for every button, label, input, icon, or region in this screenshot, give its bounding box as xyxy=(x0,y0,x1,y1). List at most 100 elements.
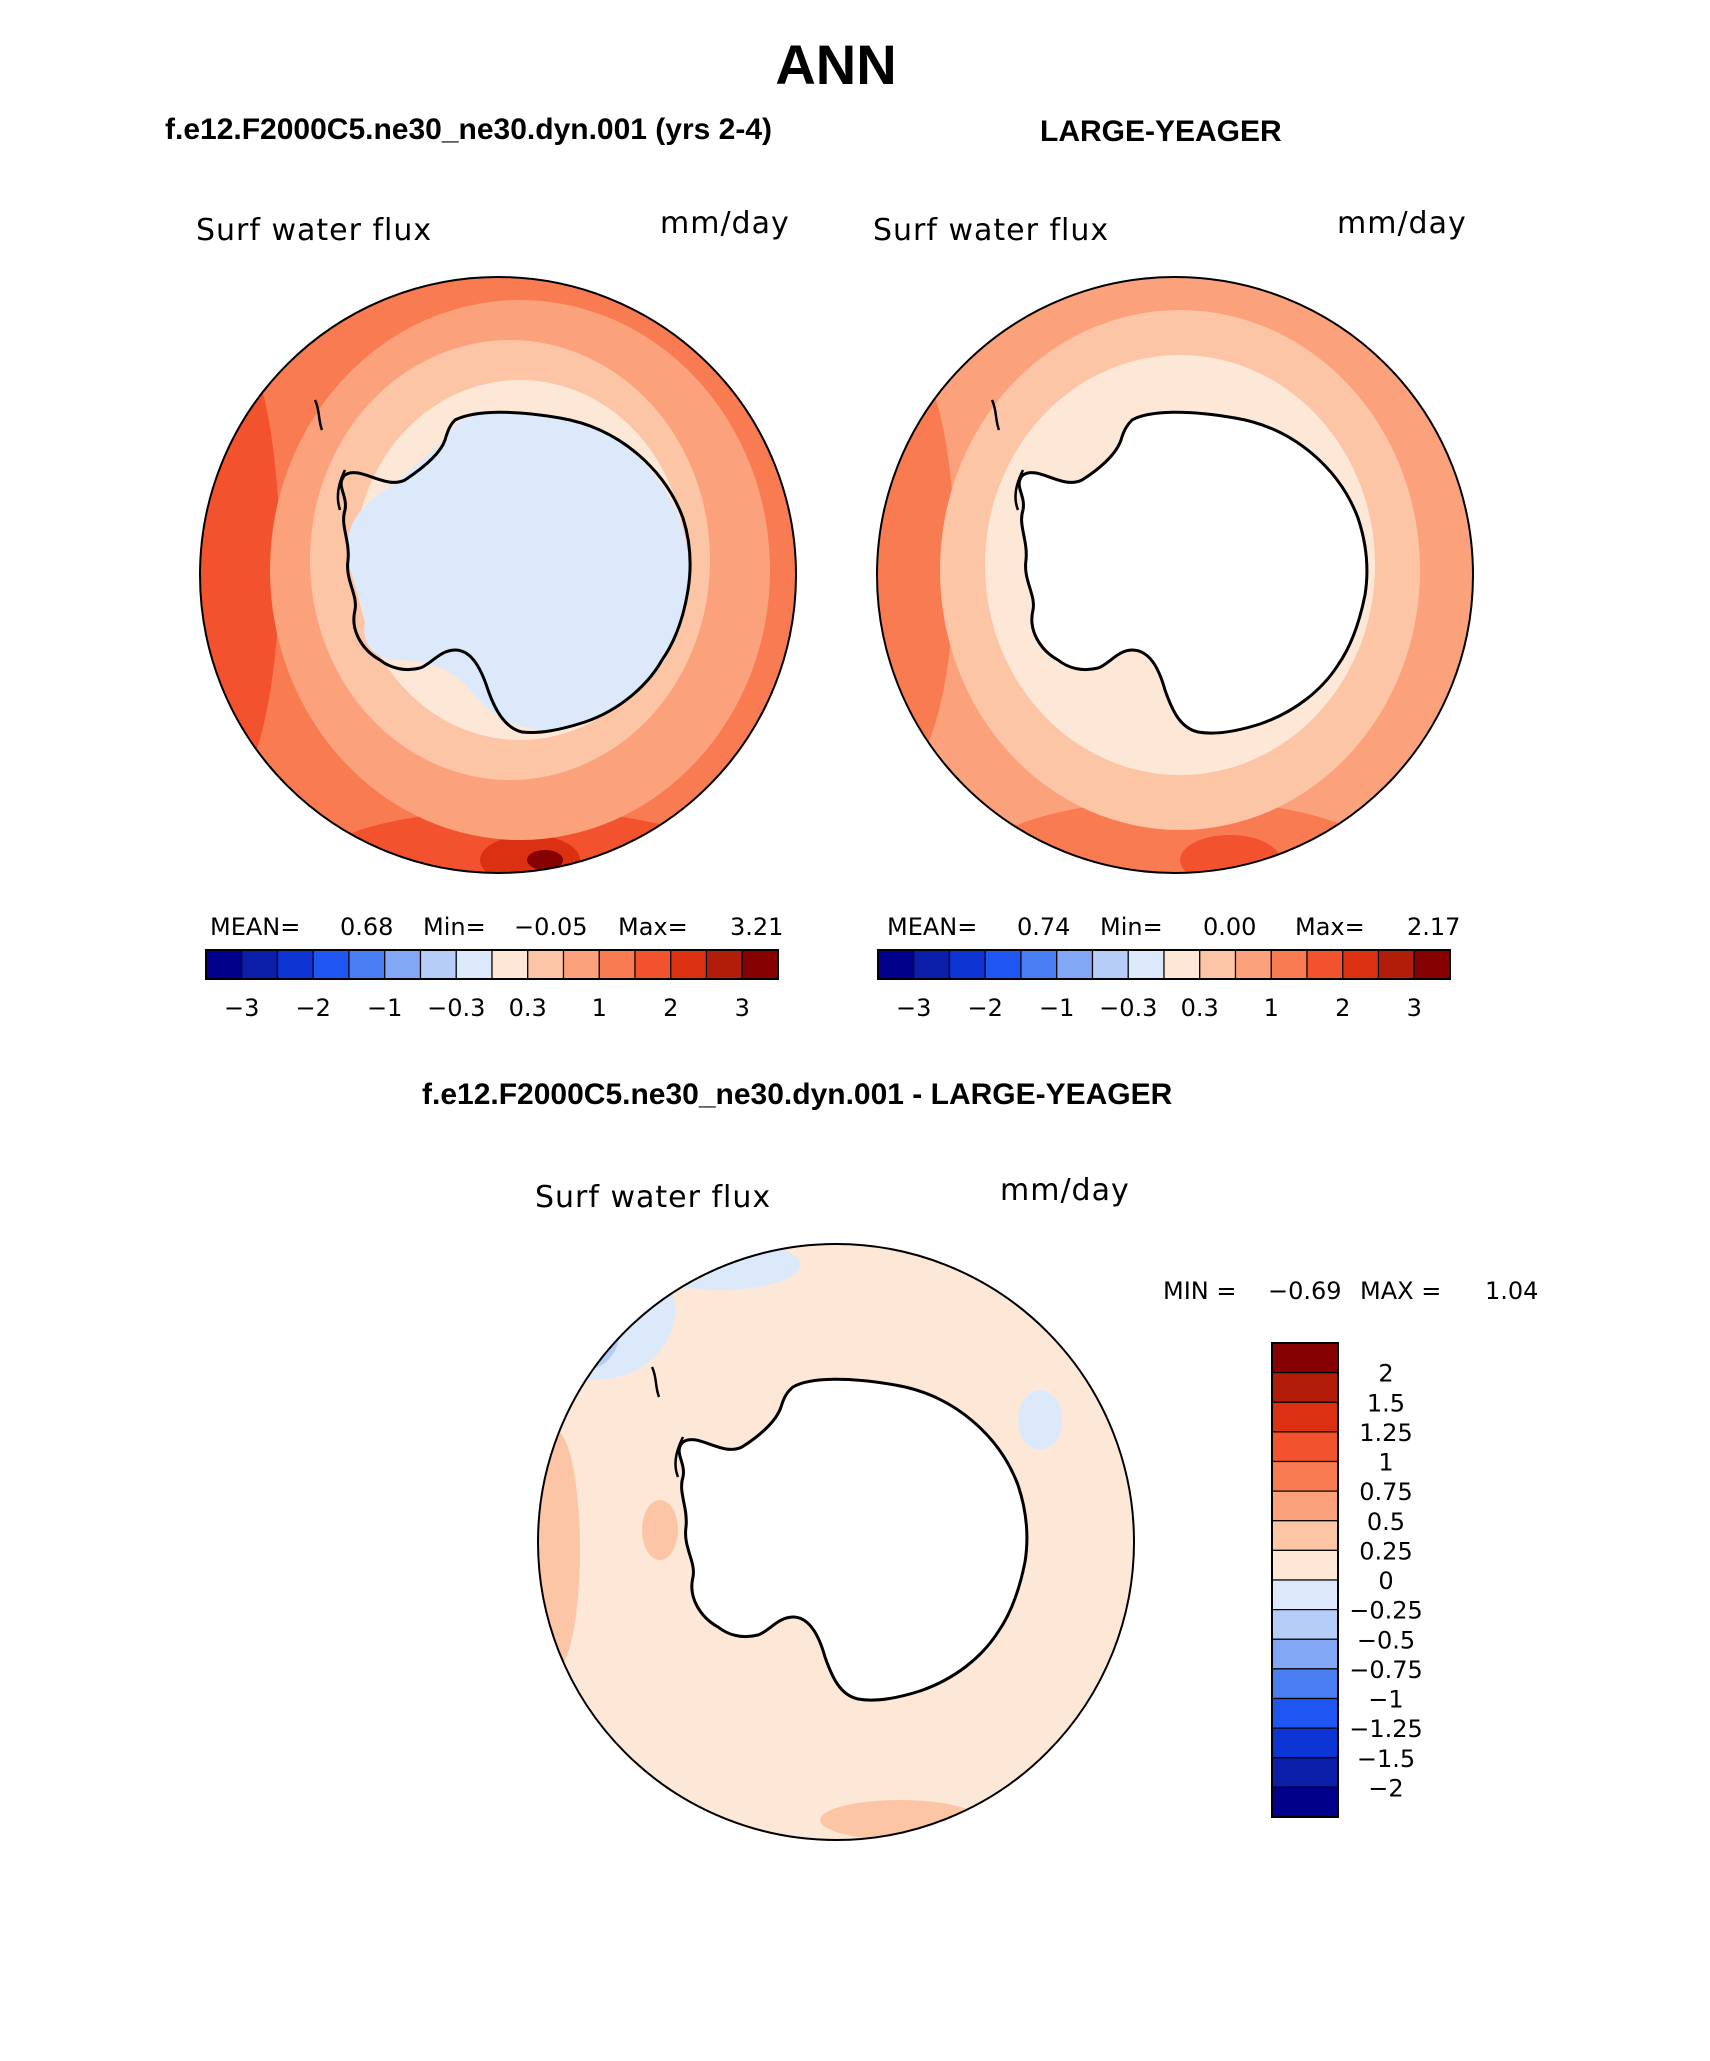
colorbar-obs-swatch xyxy=(1234,949,1272,980)
colorbar-case-tick-label: −2 xyxy=(296,994,331,1022)
colorbar-diff-tick-label: 1 xyxy=(1378,1449,1393,1477)
map-case xyxy=(199,276,797,874)
colorbar-diff-swatch xyxy=(1271,1579,1339,1611)
panel-obs-min-value: 0.00 xyxy=(1203,913,1257,941)
colorbar-case-swatch xyxy=(634,949,672,980)
panel-obs-min-label: Min= xyxy=(1100,913,1163,941)
panel-obs-max-label: Max= xyxy=(1295,913,1365,941)
colorbar-obs-swatch xyxy=(1270,949,1308,980)
colorbar-obs-swatch xyxy=(948,949,986,980)
colorbar-obs-swatch xyxy=(1306,949,1344,980)
colorbar-case-swatch xyxy=(491,949,529,980)
colorbar-case-tick-label: −1 xyxy=(367,994,402,1022)
colorbar-diff: 21.51.2510.750.50.250−0.25−0.5−0.75−1−1.… xyxy=(1271,1342,1423,1818)
colorbar-obs-swatch xyxy=(1199,949,1237,980)
colorbar-case: −3 −2 −1 −0.3 0.3 1 2 3 xyxy=(205,949,779,1022)
colorbar-obs-swatch xyxy=(1056,949,1094,980)
colorbar-case-swatch xyxy=(276,949,314,980)
colorbar-diff-swatch xyxy=(1271,1638,1339,1670)
colorbar-diff-tick-label: 0.75 xyxy=(1359,1478,1412,1506)
colorbar-diff-tick-label: 0.5 xyxy=(1367,1508,1405,1536)
colorbar-diff-swatch xyxy=(1271,1372,1339,1403)
antarctica-coastline xyxy=(1017,410,1369,735)
colorbar-case-swatch xyxy=(598,949,636,980)
panel-obs-max-value: 2.17 xyxy=(1407,913,1461,941)
panel-case-mean-label: MEAN= xyxy=(210,913,301,941)
colorbar-diff-tick-label: 0 xyxy=(1378,1567,1393,1595)
antarctica-coastline xyxy=(677,1377,1029,1702)
panel-case-min-value: −0.05 xyxy=(514,913,588,941)
colorbar-diff-tick-label: −0.25 xyxy=(1349,1597,1423,1625)
colorbar-obs-swatch xyxy=(1091,949,1129,980)
colorbar-diff-swatch xyxy=(1271,1668,1339,1700)
colorbar-obs-swatch xyxy=(984,949,1022,980)
colorbar-case-tick-label: 2 xyxy=(663,994,678,1022)
panel-case-subtitle: f.e12.F2000C5.ne30_ne30.dyn.001 (yrs 2-4… xyxy=(165,113,773,146)
colorbar-diff-swatch xyxy=(1271,1490,1339,1522)
colorbar-case-swatch xyxy=(419,949,457,980)
colorbar-diff-tick-label: −1.25 xyxy=(1349,1715,1423,1743)
colorbar-diff-tick-label: 1.25 xyxy=(1359,1419,1412,1447)
colorbar-case-tick-label: −0.3 xyxy=(427,994,485,1022)
colorbar-case-swatch xyxy=(670,949,708,980)
colorbar-obs-swatch xyxy=(1020,949,1058,980)
colorbar-obs-swatch xyxy=(877,949,915,980)
colorbar-diff-tick-label: −1 xyxy=(1368,1686,1403,1714)
colorbar-case-swatch xyxy=(348,949,386,980)
colorbar-obs-tick-label: 0.3 xyxy=(1181,994,1219,1022)
panel-obs-units: mm/day xyxy=(1337,206,1467,241)
colorbar-obs-swatch xyxy=(1127,949,1165,980)
colorbar-case-swatch xyxy=(455,949,493,980)
colorbar-case-tick-label: 0.3 xyxy=(509,994,547,1022)
main-title: ANN xyxy=(775,33,897,96)
colorbar-diff-tick-label: −1.5 xyxy=(1357,1745,1415,1773)
colorbar-obs-swatch xyxy=(1413,949,1451,980)
panel-obs-mean-label: MEAN= xyxy=(887,913,978,941)
colorbar-diff-tick-label: −0.75 xyxy=(1349,1656,1423,1684)
colorbar-diff-swatch xyxy=(1271,1786,1339,1818)
colorbar-diff-swatch xyxy=(1271,1549,1339,1581)
colorbar-case-swatch xyxy=(562,949,600,980)
colorbar-obs-tick-label: −2 xyxy=(968,994,1003,1022)
colorbar-obs-tick-label: −0.3 xyxy=(1099,994,1157,1022)
colorbar-obs-tick-label: −1 xyxy=(1039,994,1074,1022)
colorbar-obs-swatch xyxy=(913,949,951,980)
colorbar-case-swatch xyxy=(384,949,422,980)
colorbar-diff-swatch xyxy=(1271,1342,1339,1374)
colorbar-diff-swatch xyxy=(1271,1757,1339,1788)
map-diff xyxy=(537,1243,1135,1841)
colorbar-case-swatch xyxy=(241,949,279,980)
panel-case-max-value: 3.21 xyxy=(730,913,784,941)
colorbar-case-tick-label: 1 xyxy=(592,994,607,1022)
colorbar-diff-swatch xyxy=(1271,1401,1339,1433)
colorbar-case-tick-label: −3 xyxy=(224,994,259,1022)
colorbar-case-swatch xyxy=(205,949,243,980)
colorbar-case-swatch xyxy=(312,949,350,980)
colorbar-diff-tick-label: −0.5 xyxy=(1357,1626,1415,1654)
panel-diff-min-value: −0.69 xyxy=(1268,1277,1342,1305)
colorbar-case-tick-label: 3 xyxy=(735,994,750,1022)
antarctica-coastline xyxy=(339,410,692,734)
colorbar-diff-swatch xyxy=(1271,1520,1339,1551)
colorbar-diff-tick-label: −2 xyxy=(1368,1774,1403,1802)
panel-diff-min-label: MIN = xyxy=(1163,1277,1237,1305)
colorbar-obs: −3 −2 −1 −0.3 0.3 1 2 3 xyxy=(877,949,1451,1022)
colorbar-diff-swatch xyxy=(1271,1460,1339,1492)
panel-diff-field: Surf water flux xyxy=(535,1180,772,1215)
map-obs xyxy=(876,276,1474,874)
colorbar-diff-tick-label: 2 xyxy=(1378,1360,1393,1388)
panel-case-field: Surf water flux xyxy=(196,213,433,248)
panel-obs-subtitle: LARGE-YEAGER xyxy=(1040,115,1282,148)
colorbar-case-swatch xyxy=(741,949,779,980)
colorbar-obs-swatch xyxy=(1342,949,1380,980)
colorbar-diff-tick-label: 0.25 xyxy=(1359,1537,1412,1565)
colorbar-obs-tick-label: 3 xyxy=(1407,994,1422,1022)
panel-obs-field: Surf water flux xyxy=(873,213,1110,248)
colorbar-obs-tick-label: 2 xyxy=(1335,994,1350,1022)
colorbar-obs-tick-label: −3 xyxy=(896,994,931,1022)
panel-diff-units: mm/day xyxy=(1000,1173,1130,1208)
colorbar-diff-swatch xyxy=(1271,1727,1339,1759)
panel-diff-max-value: 1.04 xyxy=(1485,1277,1539,1305)
panel-case-units: mm/day xyxy=(660,206,790,241)
